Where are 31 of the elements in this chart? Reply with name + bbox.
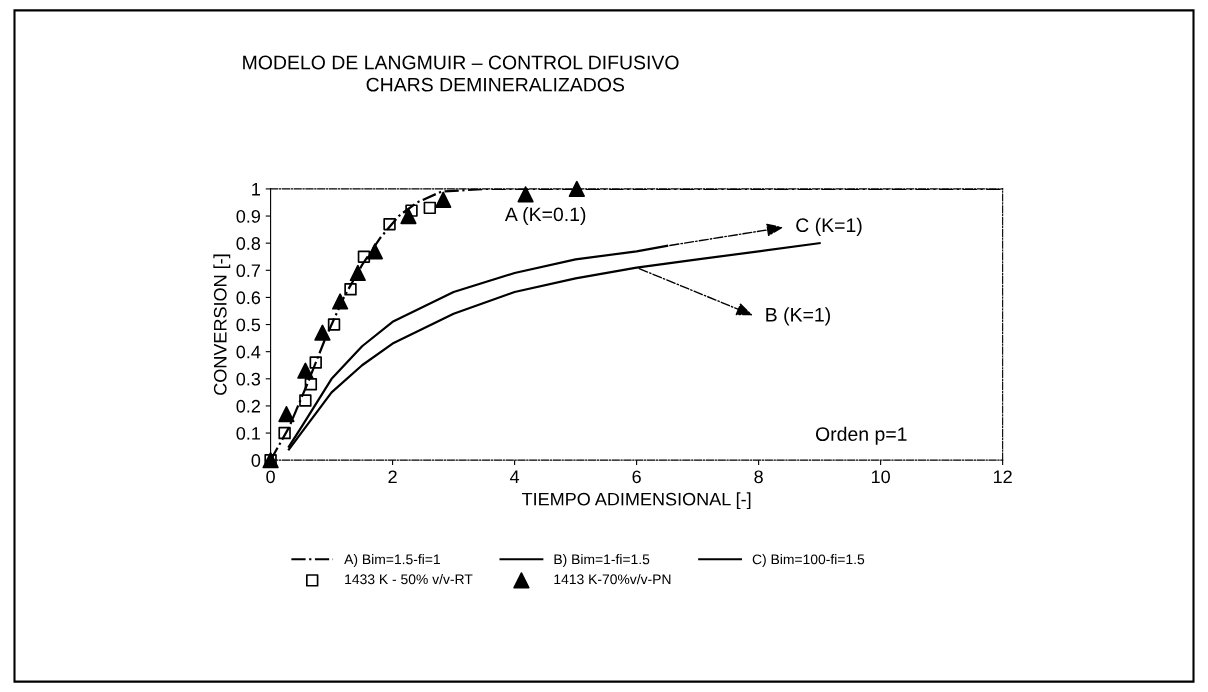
annotation: Orden p=1: [815, 426, 907, 445]
legend-label: 1433 K - 50% v/v-RT: [345, 573, 473, 585]
y-tick-label: 0.7: [236, 264, 260, 278]
y-tick-label: 1: [252, 183, 260, 196]
annotation: A (K=0.1): [504, 206, 586, 226]
y-tick-label: 0.3: [236, 372, 261, 386]
x-axis-title: TIEMPO ADIMENSIONAL [-]: [521, 492, 751, 510]
chart-subtitle: CHARS DEMINERALIZADOS: [366, 77, 625, 92]
y-axis-title: CONVERSION [-]: [213, 254, 231, 395]
annotation: B (K=1): [766, 307, 830, 326]
y-tick-label: 0.2: [236, 399, 260, 413]
x-tick-label: 8: [754, 470, 763, 484]
y-tick-label: 0: [251, 454, 261, 467]
annotation: C (K=1): [796, 217, 862, 236]
legend-label: A) Bim=1.5-fi=1: [344, 554, 440, 567]
x-tick-label: 0: [266, 470, 275, 484]
x-tick-label: 10: [871, 470, 890, 484]
y-tick-label: 0.1: [236, 426, 260, 440]
x-tick-label: 2: [388, 470, 397, 483]
x-tick-label: 6: [632, 470, 641, 484]
y-tick-label: 0.9: [236, 209, 261, 223]
x-tick-label: 4: [510, 470, 520, 483]
legend-label: 1413 K-70%v/v-PN: [554, 573, 671, 585]
x-tick-label: 12: [993, 470, 1012, 483]
y-tick-label: 0.8: [236, 237, 261, 250]
y-tick-label: 0.4: [236, 345, 261, 359]
y-tick-label: 0.6: [236, 291, 261, 305]
legend-label: C) Bim=100-fi=1.5: [752, 554, 865, 567]
chart-title: MODELO DE LANGMUIR – CONTROL DIFUSIVO: [243, 55, 679, 70]
legend-label: B) Bim=1-fi=1.5: [554, 554, 650, 567]
y-tick-label: 0.5: [236, 318, 261, 332]
